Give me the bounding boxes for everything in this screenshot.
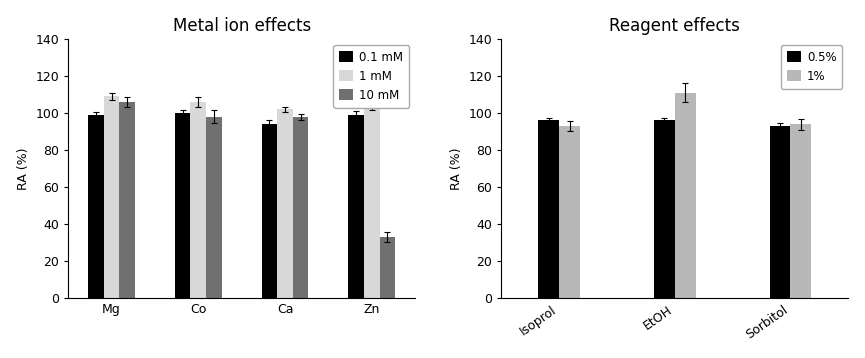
Legend: 0.1 mM, 1 mM, 10 mM: 0.1 mM, 1 mM, 10 mM	[333, 45, 409, 107]
Bar	[175, 113, 190, 298]
Legend: 0.5%, 1%: 0.5%, 1%	[781, 45, 843, 89]
Bar	[654, 121, 675, 298]
Y-axis label: RA (%): RA (%)	[16, 147, 29, 190]
Bar	[119, 102, 135, 298]
Bar	[675, 93, 695, 298]
Bar	[206, 117, 221, 298]
Bar	[190, 102, 206, 298]
Bar	[349, 115, 364, 298]
Y-axis label: RA (%): RA (%)	[450, 147, 463, 190]
Bar	[559, 126, 580, 298]
Bar	[770, 126, 791, 298]
Title: Metal ion effects: Metal ion effects	[172, 17, 311, 35]
Title: Reagent effects: Reagent effects	[609, 17, 740, 35]
Bar	[293, 117, 309, 298]
Bar	[791, 124, 811, 298]
Bar	[88, 115, 104, 298]
Bar	[538, 121, 559, 298]
Bar	[364, 107, 380, 298]
Bar	[277, 109, 293, 298]
Bar	[104, 96, 119, 298]
Bar	[380, 237, 395, 298]
Bar	[261, 124, 277, 298]
